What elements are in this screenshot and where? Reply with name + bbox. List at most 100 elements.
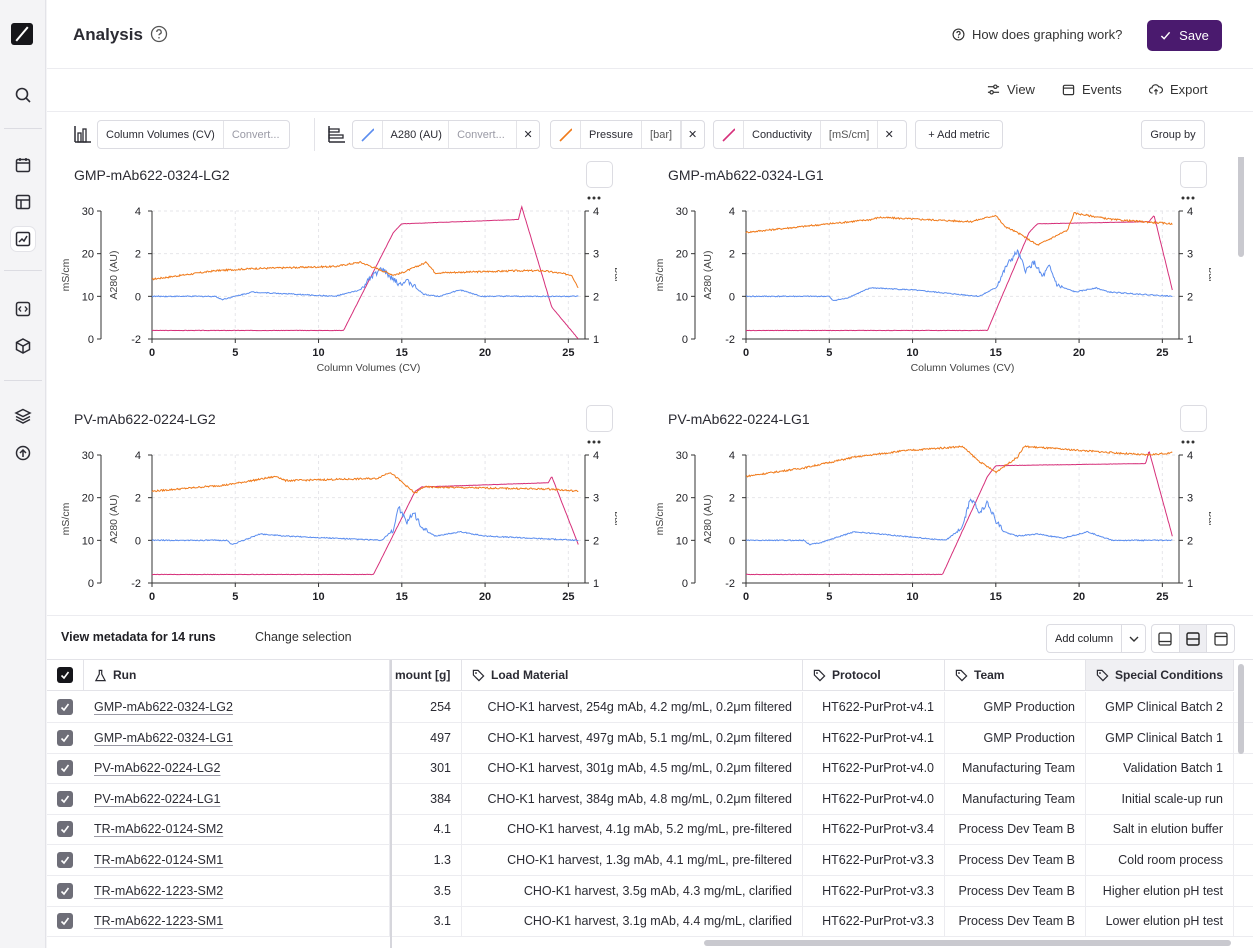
chevron-down-icon[interactable] bbox=[1122, 636, 1145, 642]
special-conditions-cell: GMP Clinical Batch 1 bbox=[1086, 722, 1234, 753]
add-metric-button[interactable]: + Add metric bbox=[915, 120, 1003, 149]
run-link[interactable]: GMP-mAb622-0324-LG2 bbox=[47, 692, 390, 722]
x-axis-convert[interactable]: Convert... bbox=[231, 128, 280, 141]
a280-tick-label: 0 bbox=[135, 291, 141, 303]
protocol-cell: HT622-PurProt-v4.0 bbox=[803, 753, 945, 784]
table-horizontal-scrollbar[interactable] bbox=[704, 940, 1231, 946]
x-axis-selector[interactable]: Column Volumes (CV) Convert... bbox=[97, 120, 290, 149]
x-tick-label: 5 bbox=[232, 347, 238, 359]
upload-icon[interactable] bbox=[11, 441, 35, 465]
column-header-amount[interactable]: mount [g] bbox=[392, 660, 462, 691]
run-link[interactable]: TR-mAb622-0124-SM2 bbox=[47, 814, 390, 845]
save-button[interactable]: Save bbox=[1147, 20, 1222, 51]
group-by-label: Group by bbox=[1150, 128, 1196, 141]
conductivity-tick-label: 0 bbox=[88, 578, 94, 590]
help-circle-icon[interactable] bbox=[150, 25, 168, 48]
run-link[interactable]: GMP-mAb622-0324-LG1 bbox=[47, 722, 390, 753]
row-checkbox[interactable] bbox=[57, 729, 73, 746]
app-logo[interactable] bbox=[11, 23, 33, 45]
analysis-chart-icon[interactable] bbox=[11, 227, 35, 251]
header-protocol-label: Protocol bbox=[832, 668, 881, 682]
metric-a280-unit[interactable]: Convert... bbox=[449, 121, 518, 148]
layers-icon[interactable] bbox=[11, 404, 35, 428]
charts-scrollbar[interactable] bbox=[1238, 157, 1244, 257]
conductivity-series bbox=[745, 451, 1173, 576]
column-header-load-material[interactable]: Load Material bbox=[462, 660, 803, 691]
table-vertical-scrollbar[interactable] bbox=[1238, 664, 1244, 754]
select-all-checkbox[interactable] bbox=[57, 667, 73, 683]
table-row[interactable]: TR-mAb622-0124-SM1 1.3 CHO-K1 harvest, 1.3… bbox=[47, 845, 1253, 876]
row-checkbox[interactable] bbox=[57, 882, 73, 899]
metric-chip-conductivity[interactable]: Conductivity [mS/cm] ✕ bbox=[713, 120, 907, 149]
table-row[interactable]: TR-mAb622-0124-SM2 4.1 CHO-K1 harvest, 4.1… bbox=[47, 814, 1253, 846]
layout-top-icon[interactable] bbox=[1207, 625, 1234, 652]
conductivity-tick-label: 20 bbox=[82, 493, 94, 505]
table-row[interactable]: TR-mAb622-1223-SM1 3.1 CHO-K1 harvest, 3.1… bbox=[47, 906, 1253, 938]
view-button[interactable]: View bbox=[987, 82, 1035, 97]
group-by-button[interactable]: Group by bbox=[1141, 120, 1205, 149]
run-link[interactable]: TR-mAb622-0124-SM1 bbox=[47, 845, 390, 875]
row-checkbox[interactable] bbox=[57, 699, 73, 715]
x-axis-label: Column Volumes (CV) bbox=[98, 121, 224, 148]
a280-tick-label: 2 bbox=[135, 493, 141, 505]
metric-chip-a280[interactable]: A280 (AU) Convert... ✕ bbox=[352, 120, 540, 149]
conductivity-tick-label: 30 bbox=[82, 450, 94, 462]
calendar-icon[interactable] bbox=[11, 153, 35, 177]
how-graphing-works-link[interactable]: How does graphing work? bbox=[952, 27, 1122, 42]
change-selection-link[interactable]: Change selection bbox=[255, 630, 352, 644]
search-icon[interactable] bbox=[11, 83, 35, 107]
row-checkbox[interactable] bbox=[57, 790, 73, 807]
run-link[interactable]: TR-mAb622-1223-SM1 bbox=[47, 906, 390, 937]
run-link[interactable]: TR-mAb622-1223-SM2 bbox=[47, 875, 390, 906]
table-row[interactable]: GMP-mAb622-0324-LG2 254 CHO-K1 harvest, 25… bbox=[47, 692, 1253, 723]
more-options-button[interactable] bbox=[586, 405, 613, 444]
export-button[interactable]: Export bbox=[1149, 82, 1208, 97]
remove-metric-icon[interactable]: ✕ bbox=[523, 129, 533, 141]
pressure-axis-label: bar bbox=[1206, 267, 1211, 283]
x-axis-label: Column Volumes (CV) bbox=[317, 362, 421, 374]
x-tick-label: 0 bbox=[149, 347, 155, 359]
more-options-button[interactable] bbox=[1180, 161, 1207, 200]
pressure-tick-label: 2 bbox=[593, 291, 599, 303]
layout-bottom-icon[interactable] bbox=[1152, 625, 1180, 652]
run-link[interactable]: PV-mAb622-0224-LG2 bbox=[47, 753, 390, 784]
page-header: Analysis How does graphing work? Save bbox=[47, 0, 1253, 69]
events-button[interactable]: Events bbox=[1062, 82, 1122, 97]
conductivity-tick-label: 20 bbox=[676, 493, 688, 505]
metric-chip-pressure[interactable]: Pressure [bar] ✕ bbox=[550, 120, 705, 149]
column-header-protocol[interactable]: Protocol bbox=[803, 660, 945, 691]
conductivity-series bbox=[745, 215, 1173, 332]
layout-split-icon[interactable] bbox=[1179, 625, 1208, 652]
remove-metric-icon[interactable]: ✕ bbox=[681, 121, 703, 148]
table-icon[interactable] bbox=[11, 190, 35, 214]
remove-metric-icon[interactable]: ✕ bbox=[884, 129, 894, 141]
add-column-button[interactable]: Add column bbox=[1046, 624, 1146, 653]
team-cell: Manufacturing Team bbox=[945, 753, 1086, 784]
more-options-button[interactable] bbox=[1180, 405, 1207, 444]
a280-series bbox=[745, 498, 1173, 546]
table-row[interactable]: TR-mAb622-1223-SM2 3.5 CHO-K1 harvest, 3.5… bbox=[47, 875, 1253, 907]
table-row[interactable]: PV-mAb622-0224-LG2 301 CHO-K1 harvest, 301… bbox=[47, 753, 1253, 785]
row-checkbox[interactable] bbox=[57, 821, 73, 838]
table-row[interactable]: GMP-mAb622-0324-LG1 497 CHO-K1 harvest, 49… bbox=[47, 722, 1253, 754]
cube-icon[interactable] bbox=[11, 334, 35, 358]
cloud-upload-icon bbox=[1149, 84, 1163, 95]
more-options-button[interactable] bbox=[586, 161, 613, 200]
row-checkbox[interactable] bbox=[57, 760, 73, 777]
column-header-special-conditions[interactable]: Special Conditions bbox=[1086, 660, 1234, 691]
metric-conductivity-unit[interactable]: [mS/cm] bbox=[821, 121, 879, 148]
row-checkbox[interactable] bbox=[57, 913, 73, 930]
column-header-run[interactable]: Run bbox=[84, 660, 390, 691]
column-header-team[interactable]: Team bbox=[945, 660, 1086, 691]
table-row[interactable]: PV-mAb622-0224-LG1 384 CHO-K1 harvest, 384… bbox=[47, 783, 1253, 815]
code-icon[interactable] bbox=[11, 297, 35, 321]
rail-divider bbox=[4, 380, 42, 381]
view-metadata-label[interactable]: View metadata for 14 runs bbox=[61, 630, 216, 644]
row-checkbox[interactable] bbox=[57, 852, 73, 868]
metric-pressure-unit[interactable]: [bar] bbox=[641, 121, 682, 148]
run-link[interactable]: PV-mAb622-0224-LG1 bbox=[47, 783, 390, 814]
